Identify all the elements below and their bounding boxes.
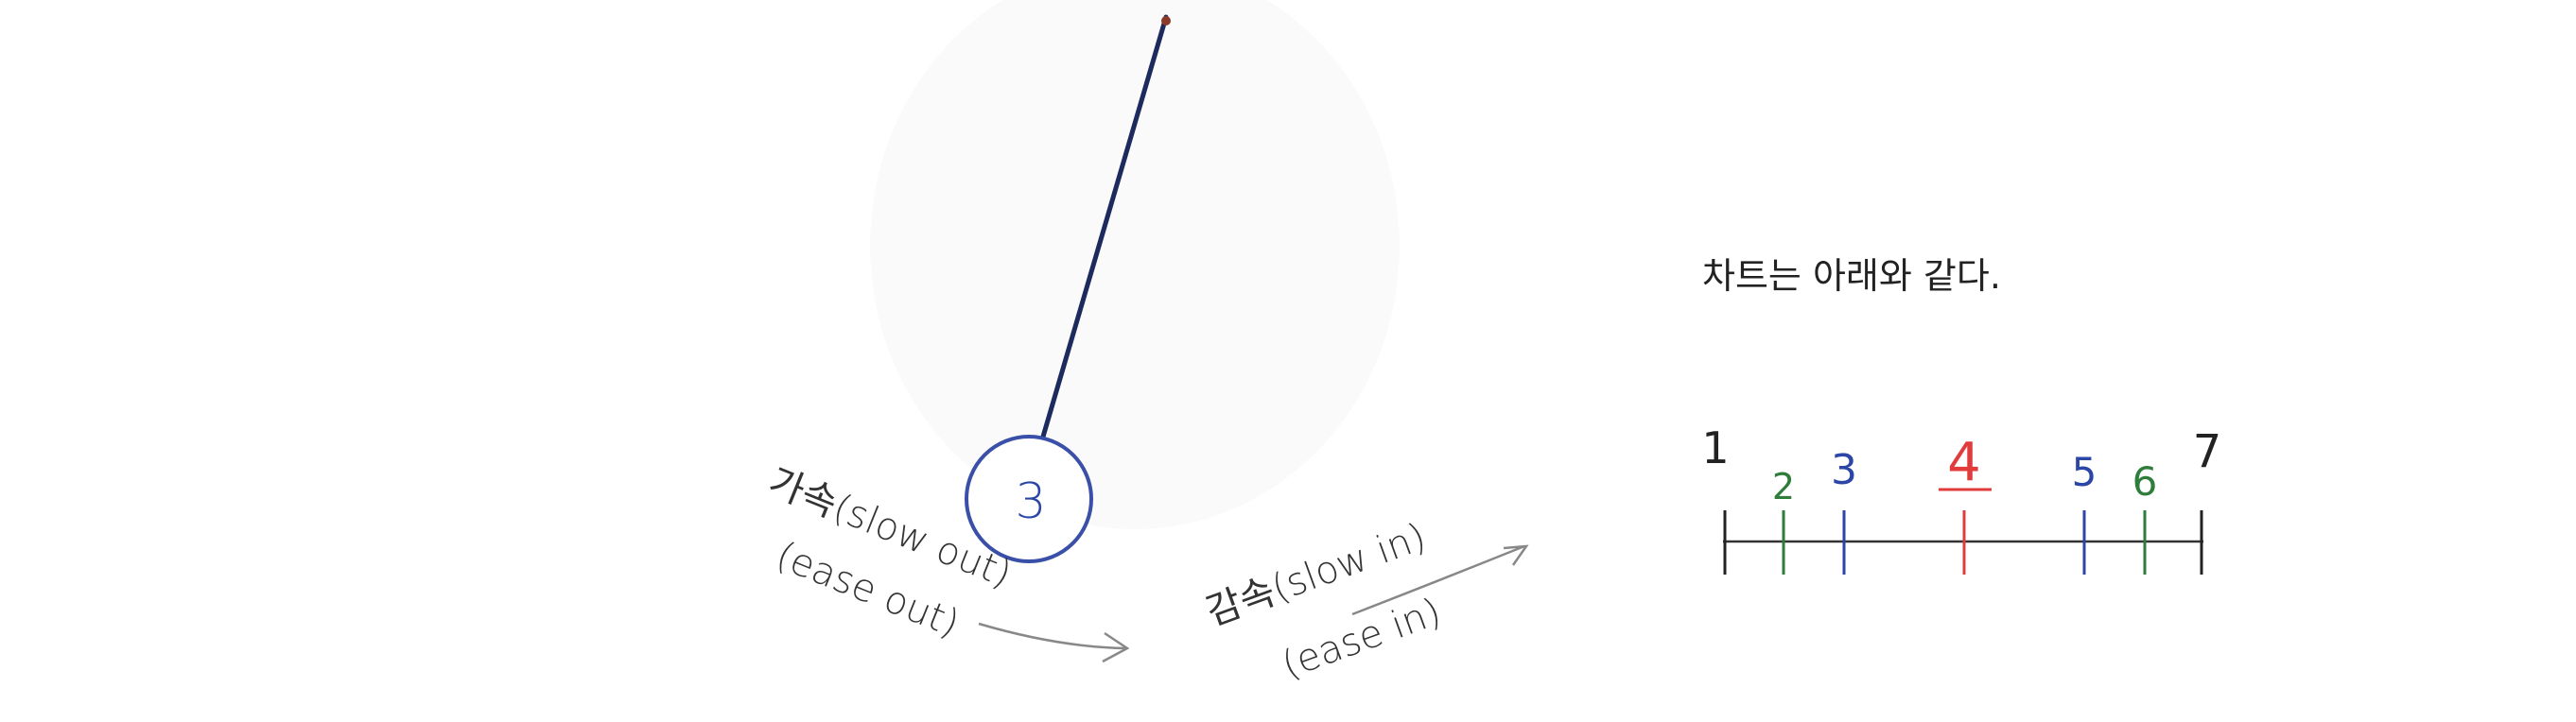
decel-label-group: 감속(slow in) (ease in) xyxy=(1201,515,1529,687)
pendulum-ball xyxy=(965,435,1093,563)
timing-tick-label-4: 4 xyxy=(1947,432,1981,493)
timing-tick-label-2: 2 xyxy=(1772,466,1795,507)
timing-tick-label-1: 1 xyxy=(1701,422,1729,473)
accel-arrow xyxy=(978,622,1128,650)
timing-tick-label-6: 6 xyxy=(2132,458,2158,505)
pendulum-rod xyxy=(1040,14,1169,439)
decel-arrow-head xyxy=(1503,544,1529,566)
timing-chart: 1 2 3 4 5 67 xyxy=(1701,422,2221,575)
timing-tick-label-3: 3 xyxy=(1831,446,1857,494)
decel-label-line2: (ease in) xyxy=(1277,590,1447,687)
timing-tick-label-7: 7 xyxy=(2193,425,2222,478)
decel-arrow xyxy=(1351,544,1525,616)
pendulum: 3 xyxy=(965,14,1171,563)
pendulum-pivot xyxy=(1161,16,1171,26)
pendulum-ball-label: 3 xyxy=(1015,473,1046,530)
chart-caption: 차트는 아래와 같다. xyxy=(1702,255,2001,297)
background-glow xyxy=(870,0,1400,529)
timing-tick-label-5: 5 xyxy=(2072,449,2097,495)
accel-arrow-head xyxy=(1102,631,1130,663)
